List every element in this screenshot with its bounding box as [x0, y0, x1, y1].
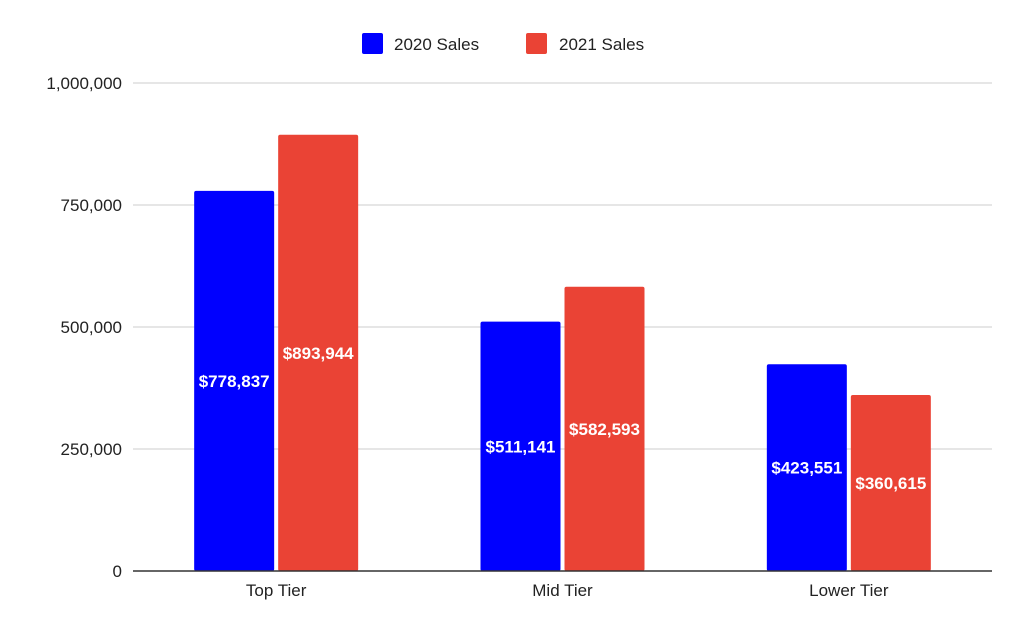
data-label: $582,593	[569, 420, 640, 439]
data-label: $778,837	[199, 372, 270, 391]
y-tick-label: 1,000,000	[46, 74, 122, 93]
legend-label-2021: 2021 Sales	[559, 35, 644, 54]
y-tick-label: 250,000	[61, 440, 122, 459]
data-label: $423,551	[771, 459, 842, 478]
y-tick-label: 500,000	[61, 318, 122, 337]
y-tick-label: 750,000	[61, 196, 122, 215]
bar-2021-top-tier	[278, 134, 359, 572]
legend-label-2020: 2020 Sales	[394, 35, 479, 54]
y-tick-label: 0	[113, 562, 122, 581]
x-category-label: Mid Tier	[532, 581, 593, 600]
bar-2021-lower-tier	[850, 395, 931, 571]
legend: 2020 Sales 2021 Sales	[362, 33, 644, 54]
x-axis-category-labels: Top Tier Mid Tier Lower Tier	[246, 581, 889, 600]
x-category-label: Top Tier	[246, 581, 307, 600]
y-axis-tick-labels: 0 250,000 500,000 750,000 1,000,000	[46, 74, 122, 581]
x-category-label: Lower Tier	[809, 581, 889, 600]
data-label: $511,141	[486, 437, 556, 456]
data-label: $893,944	[283, 344, 354, 363]
gridlines	[133, 82, 992, 450]
bar-2020-mid-tier	[480, 321, 561, 571]
bar-2020-top-tier	[194, 190, 275, 571]
bar-2020-lower-tier	[766, 364, 847, 571]
bar-2021-mid-tier	[564, 286, 645, 571]
data-label: $360,615	[855, 474, 926, 493]
legend-swatch-2020	[362, 33, 383, 54]
legend-swatch-2021	[526, 33, 547, 54]
bars	[194, 134, 931, 572]
data-labels: $778,837 $893,944 $511,141 $582,593 $423,551…	[197, 342, 928, 494]
